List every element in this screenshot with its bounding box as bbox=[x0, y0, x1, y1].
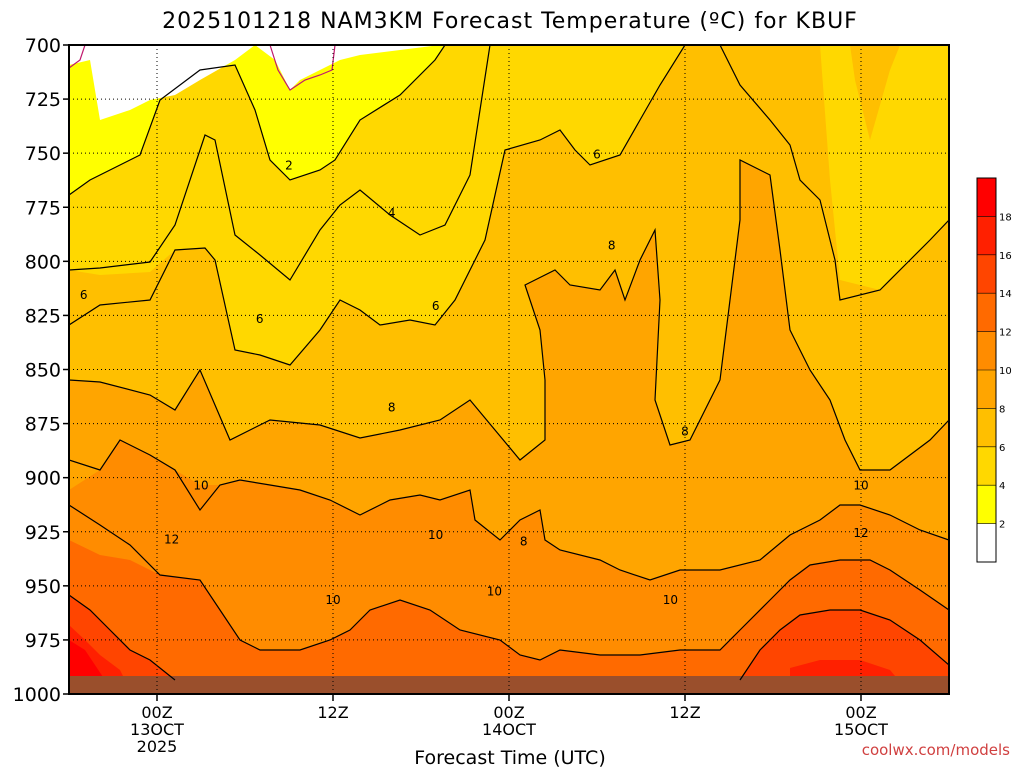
x-axis-label: Forecast Time (UTC) bbox=[414, 747, 605, 768]
colorbar-swatch bbox=[977, 293, 996, 332]
contour-label: 12 bbox=[164, 533, 179, 547]
y-tick-label: 875 bbox=[25, 414, 61, 436]
contour-line-14-b bbox=[739, 609, 949, 681]
grid-lines bbox=[69, 45, 949, 694]
colorbar: 2 4 6 8 10 12 14 16 18 bbox=[976, 177, 1012, 563]
contour-label: 2 bbox=[285, 158, 293, 172]
contour-label: 6 bbox=[256, 312, 264, 326]
x-tick-label: 00Z bbox=[141, 703, 172, 722]
contour-label: 8 bbox=[608, 238, 616, 252]
colorbar-label: 8 bbox=[999, 404, 1005, 415]
colorbar-label: 12 bbox=[999, 328, 1012, 339]
colorbar-swatch bbox=[977, 178, 996, 217]
contour-label: 10 bbox=[428, 528, 443, 542]
contour-label: 8 bbox=[388, 401, 396, 415]
contour-label: 10 bbox=[487, 584, 502, 598]
contour-line-8 bbox=[69, 159, 949, 471]
x-tick-label: 13OCT bbox=[130, 720, 184, 739]
y-tick-label: 975 bbox=[25, 630, 61, 652]
contour-line-2 bbox=[69, 45, 446, 196]
contour-label: 6 bbox=[593, 147, 601, 161]
y-tick-label: 725 bbox=[25, 89, 61, 111]
band-10-12 bbox=[69, 440, 949, 694]
x-tick-label: 12Z bbox=[669, 703, 700, 722]
contour-label: 12 bbox=[853, 526, 868, 540]
contour-label: 6 bbox=[80, 288, 88, 302]
colorbar-swatch bbox=[977, 485, 996, 524]
contour-label: 10 bbox=[663, 593, 678, 607]
y-tick-label: 800 bbox=[25, 251, 61, 273]
colorbar-swatch bbox=[977, 216, 996, 255]
colorbar-label: 2 bbox=[999, 520, 1005, 531]
contour-label: 4 bbox=[388, 206, 396, 220]
x-tick-label: 00Z bbox=[493, 703, 524, 722]
contour-line-0-b bbox=[269, 45, 336, 91]
contour-label: 6 bbox=[432, 299, 440, 313]
colorbar-swatch bbox=[977, 446, 996, 486]
contour-label: 10 bbox=[193, 478, 208, 492]
contour-line-0 bbox=[69, 45, 86, 69]
colorbar-label: 10 bbox=[999, 366, 1012, 377]
colorbar-label: 16 bbox=[999, 251, 1012, 262]
band-4-6 bbox=[69, 45, 685, 365]
colorbar-swatch bbox=[977, 331, 996, 370]
colorbar-swatch bbox=[977, 370, 996, 409]
y-tick-label: 825 bbox=[25, 305, 61, 327]
contour-label: 10 bbox=[853, 478, 868, 492]
colorbar-swatch bbox=[977, 523, 996, 562]
contour-line-12 bbox=[69, 504, 949, 661]
contour-line-6 bbox=[69, 45, 686, 366]
chart-title: 2025101218 NAM3KM Forecast Temperature (… bbox=[162, 9, 858, 34]
y-axis: 700 725 750 775 800 825 850 875 900 925 950 975 1000 bbox=[13, 35, 69, 706]
y-tick-label: 750 bbox=[25, 143, 61, 165]
credit-text: coolwx.com/models bbox=[862, 741, 1010, 759]
x-tick-label: 00Z bbox=[845, 703, 876, 722]
x-tick-label: 14OCT bbox=[482, 720, 536, 739]
contour-line-4 bbox=[69, 45, 491, 281]
contour-line-6-b bbox=[719, 45, 949, 301]
x-tick-label: 2025 bbox=[137, 737, 178, 756]
y-tick-label: 700 bbox=[25, 35, 61, 57]
contour-label: 8 bbox=[520, 535, 528, 549]
colorbar-label: 4 bbox=[999, 481, 1005, 492]
contour-line-10 bbox=[69, 439, 949, 581]
contour-line-14 bbox=[69, 594, 176, 681]
y-tick-label: 900 bbox=[25, 468, 61, 490]
contour-labels: 2 4 6 6 6 6 8 8 8 8 10 10 10 10 10 10 12 12 bbox=[80, 147, 869, 607]
colorbar-swatch bbox=[977, 254, 996, 294]
y-tick-label: 850 bbox=[25, 360, 61, 382]
y-tick-label: 775 bbox=[25, 197, 61, 219]
band-4-6-b bbox=[820, 45, 949, 290]
x-tick-label: 15OCT bbox=[834, 720, 888, 739]
colorbar-label: 14 bbox=[999, 289, 1012, 300]
contour-label: 10 bbox=[325, 593, 340, 607]
colorbar-label: 6 bbox=[999, 443, 1005, 454]
band-below-2-b bbox=[255, 45, 440, 90]
band-below-2 bbox=[69, 45, 255, 120]
contour-lines bbox=[69, 45, 949, 681]
y-tick-label: 950 bbox=[25, 576, 61, 598]
y-tick-label: 925 bbox=[25, 522, 61, 544]
contour-label: 8 bbox=[681, 424, 689, 438]
band-12-14 bbox=[69, 540, 949, 694]
colorbar-swatch bbox=[977, 408, 996, 447]
colorbar-label: 18 bbox=[999, 212, 1012, 223]
y-tick-label: 1000 bbox=[13, 684, 61, 706]
x-tick-label: 12Z bbox=[317, 703, 348, 722]
